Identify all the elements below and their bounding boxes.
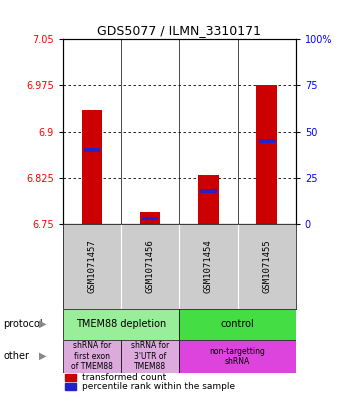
Text: GSM1071455: GSM1071455 <box>262 239 271 293</box>
Text: TMEM88 depletion: TMEM88 depletion <box>76 319 166 329</box>
Bar <box>180 340 296 373</box>
Bar <box>258 139 275 143</box>
Bar <box>140 212 160 224</box>
Text: GSM1071456: GSM1071456 <box>146 239 155 293</box>
Text: shRNA for
3'UTR of
TMEM88: shRNA for 3'UTR of TMEM88 <box>131 342 169 371</box>
Text: shRNA for
first exon
of TMEM88: shRNA for first exon of TMEM88 <box>71 342 113 371</box>
Text: ▶: ▶ <box>39 351 46 361</box>
Bar <box>65 382 76 389</box>
Bar <box>65 374 76 381</box>
Text: protocol: protocol <box>3 319 43 329</box>
Bar <box>180 309 296 340</box>
Text: transformed count: transformed count <box>82 373 166 382</box>
Bar <box>84 148 100 152</box>
Text: non-targetting
shRNA: non-targetting shRNA <box>210 347 266 366</box>
Text: GSM1071457: GSM1071457 <box>87 239 97 293</box>
Text: ▶: ▶ <box>39 319 46 329</box>
Text: other: other <box>3 351 29 361</box>
Text: GSM1071454: GSM1071454 <box>204 239 213 293</box>
Bar <box>121 340 180 373</box>
Title: GDS5077 / ILMN_3310171: GDS5077 / ILMN_3310171 <box>97 24 261 37</box>
Bar <box>63 340 121 373</box>
Bar <box>142 217 158 220</box>
Bar <box>82 110 102 224</box>
Text: percentile rank within the sample: percentile rank within the sample <box>82 382 235 391</box>
Bar <box>200 189 217 193</box>
Text: control: control <box>221 319 254 329</box>
Bar <box>198 175 219 224</box>
Bar <box>256 86 277 224</box>
Bar <box>63 309 180 340</box>
